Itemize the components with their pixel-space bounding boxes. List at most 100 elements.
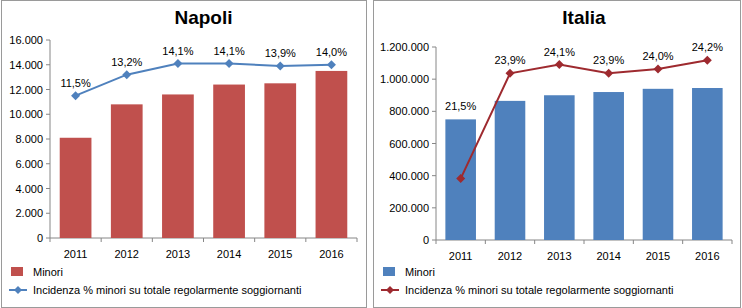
legend-label: Incidenza % minori su totale regolarment… (405, 284, 673, 296)
plot-area (60, 59, 348, 238)
marker (173, 59, 182, 68)
data-label: 14,1% (213, 45, 244, 57)
bar (111, 104, 143, 238)
bar (213, 85, 245, 238)
bar (445, 119, 476, 240)
data-label: 14,1% (162, 45, 193, 57)
x-tick-label: 2015 (268, 248, 292, 260)
y-tick (46, 213, 50, 214)
data-label: 23,9% (494, 54, 525, 66)
bar (692, 88, 723, 240)
y-tick (432, 207, 436, 208)
bar (162, 94, 194, 238)
y-tick-label: 1.200.000 (380, 41, 429, 53)
data-labels: 11,5% 13,2% 14,1% 14,1% 13,9% 14,0% (60, 45, 347, 89)
x-tick (584, 240, 585, 244)
y-tick (432, 79, 436, 80)
y-axis (436, 47, 437, 240)
y-tick-label: 0 (37, 232, 43, 244)
chart-title: Napoli (174, 7, 232, 28)
y-axis (50, 40, 51, 238)
legend: MinoriIncidenza % minori su totale regol… (9, 266, 301, 296)
bar (264, 83, 296, 238)
chart-root: Napoli02.0004.0006.0008.00010.00012.0001… (0, 0, 742, 308)
x-tick (633, 240, 634, 244)
y-tick-label: 2.000 (15, 207, 43, 219)
data-labels: 21,5% 23,9% 24,1% 23,9% 24,0% 24,2% (445, 41, 723, 112)
y-tick-label: 16.000 (9, 34, 43, 46)
data-label: 11,5% (60, 77, 91, 89)
line (76, 64, 332, 96)
data-label: 13,9% (265, 47, 296, 59)
x-tick (357, 238, 358, 242)
y-tick-label: 12.000 (9, 84, 43, 96)
y-tick (46, 89, 50, 90)
data-label: 24,1% (544, 46, 575, 58)
y-tick (46, 188, 50, 189)
x-tick-label: 2013 (547, 250, 571, 262)
y-tick-label: 10.000 (9, 108, 43, 120)
y-tick (432, 47, 436, 48)
data-label: 24,2% (692, 41, 723, 53)
x-tick (732, 240, 733, 244)
data-label: 23,9% (593, 54, 624, 66)
x-tick-label: 2011 (64, 248, 88, 260)
bar (495, 101, 526, 240)
marker (276, 61, 285, 70)
y-tick-label: 6.000 (15, 158, 43, 170)
x-tick (485, 240, 486, 244)
x-tick-label: 2012 (498, 250, 522, 262)
marker (555, 60, 564, 69)
panel-frame (374, 1, 741, 308)
panel: Napoli02.0004.0006.0008.00010.00012.0001… (2, 1, 367, 308)
x-tick (305, 238, 306, 242)
bar (593, 92, 624, 240)
y-tick-label: 4.000 (15, 183, 43, 195)
marker (456, 174, 465, 183)
marker (225, 59, 234, 68)
x-tick-label: 2012 (115, 248, 139, 260)
legend-label: Incidenza % minori su totale regolarment… (33, 284, 301, 296)
y-tick (432, 175, 436, 176)
x-tick (50, 238, 51, 242)
data-label: 14,0% (316, 46, 347, 58)
x-tick-label: 2016 (695, 250, 719, 262)
panel: Italia0200.000400.000600.000800.0001.000… (374, 1, 741, 308)
data-label: 21,5% (445, 100, 476, 112)
x-tick-label: 2013 (166, 248, 190, 260)
y-tick-label: 400.000 (389, 170, 429, 182)
bar (316, 71, 348, 238)
plot-area (445, 56, 722, 240)
y-tick (46, 238, 50, 239)
y-tick-label: 200.000 (389, 202, 429, 214)
data-label: 24,0% (642, 50, 673, 62)
marker (122, 70, 131, 79)
bar (60, 138, 92, 238)
panel-frame (2, 1, 367, 308)
line (461, 60, 708, 178)
x-tick-label: 2014 (596, 250, 620, 262)
x-tick (203, 238, 204, 242)
marker (71, 91, 80, 100)
y-tick (46, 139, 50, 140)
data-label: 13,2% (111, 56, 142, 68)
marker (327, 60, 336, 69)
y-tick-label: 800.000 (389, 105, 429, 117)
marker (604, 69, 613, 78)
x-tick (152, 238, 153, 242)
y-tick (432, 240, 436, 241)
legend-marker (386, 286, 394, 294)
legend-label: Minori (405, 266, 435, 278)
marker (654, 64, 663, 73)
bar (544, 95, 575, 240)
y-tick-label: 14.000 (9, 59, 43, 71)
x-tick (682, 240, 683, 244)
chart-title: Italia (562, 7, 606, 28)
x-tick (254, 238, 255, 242)
x-tick (534, 240, 535, 244)
legend-swatch (11, 267, 23, 276)
legend: Minori Incidenza % minori su totale regol… (381, 266, 673, 296)
legend-marker (14, 286, 22, 294)
y-tick (46, 163, 50, 164)
y-tick (46, 114, 50, 115)
